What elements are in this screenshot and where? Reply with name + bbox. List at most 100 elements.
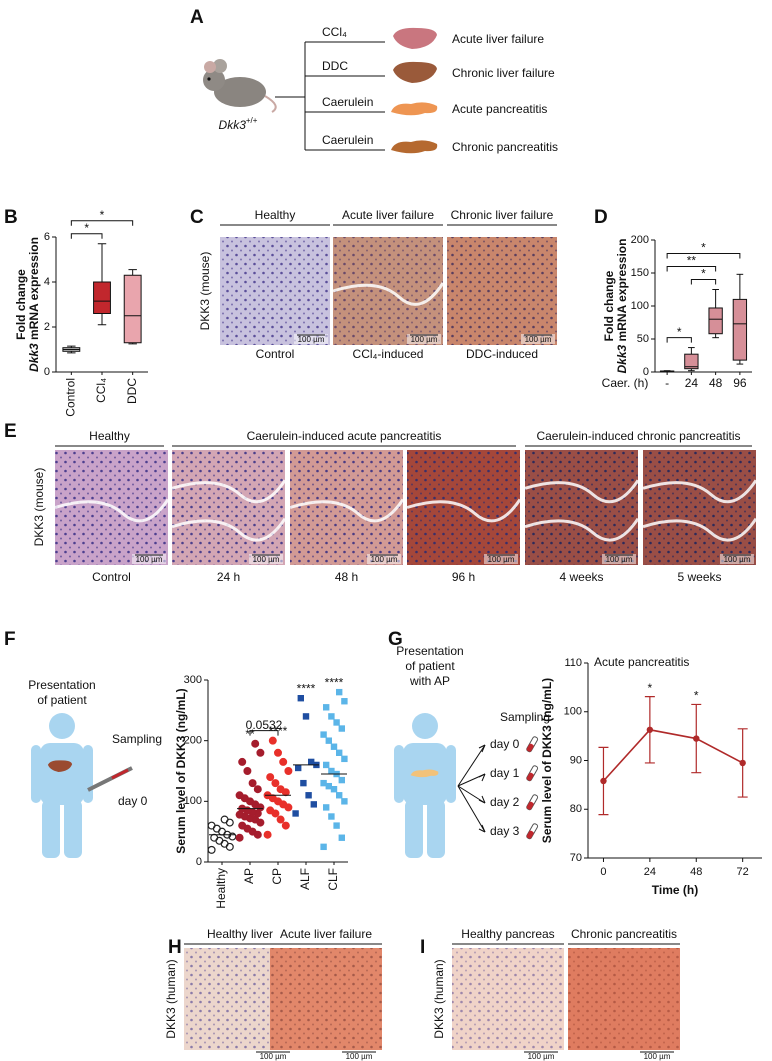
x-tick-label: 48 (709, 376, 723, 390)
series-line (602, 728, 744, 782)
point (302, 713, 310, 720)
point (341, 698, 348, 705)
scale-bg (521, 334, 555, 344)
sampling: Sampling (112, 732, 162, 746)
box (708, 307, 723, 335)
organ (410, 769, 439, 778)
person-leg (405, 800, 423, 858)
y-tick-label: 300 (184, 674, 202, 686)
point (279, 757, 288, 766)
y-tick-label: 70 (570, 852, 582, 864)
person-arm (83, 745, 93, 803)
point (310, 801, 317, 808)
organ-icon (391, 102, 438, 116)
y-tick-label: 100 (631, 300, 649, 312)
scale-label: 100 µm (724, 555, 751, 564)
point (295, 764, 302, 772)
sampling-day: day 1 (490, 766, 520, 780)
x-tick-label: 72 (737, 866, 749, 878)
point (235, 791, 244, 800)
histology-image (270, 948, 382, 1050)
point (323, 704, 330, 711)
point (207, 845, 216, 854)
tube-blood (526, 830, 534, 839)
y-tick-label: 0 (643, 366, 649, 378)
panel-letter: B (4, 207, 18, 228)
mouse-ear (213, 59, 227, 73)
point (251, 739, 260, 748)
point (320, 843, 327, 851)
arrow-head (478, 744, 486, 753)
point (336, 688, 343, 696)
x-tick-label: CLF (326, 868, 340, 891)
point (268, 736, 277, 745)
scale-label: 100 µm (253, 555, 280, 564)
caption: Control (256, 347, 295, 361)
point (238, 821, 247, 830)
histology-image (447, 237, 557, 345)
histology-image (568, 948, 680, 1050)
scale-bg (602, 554, 636, 564)
tree (275, 42, 306, 150)
tissue-gap (289, 498, 405, 523)
image-header: Chronic liver failure (451, 208, 554, 222)
schematic-text: Presentation (396, 644, 463, 658)
gene: Dkk3 (27, 343, 41, 372)
tube-blood (526, 801, 534, 810)
point (220, 815, 229, 824)
scale-label: 100 µm (136, 555, 163, 564)
axis-label: DKK3 (human) (164, 959, 178, 1038)
point (328, 767, 335, 775)
point (243, 766, 252, 775)
tissue-gap (171, 517, 287, 542)
point (207, 821, 216, 830)
histology-image (452, 948, 564, 1050)
schematic-text: with AP (409, 674, 450, 688)
tube-blood (526, 743, 534, 752)
significance-bracket (666, 266, 717, 272)
point (330, 786, 338, 793)
significance-bracket (690, 279, 717, 285)
person-head (412, 713, 438, 739)
scale-bg (407, 334, 441, 344)
organ-icon (391, 140, 438, 154)
image-header: Healthy (255, 208, 296, 222)
mouse-ear (204, 61, 216, 73)
treatment: Caerulein (322, 133, 373, 147)
panel-letter: D (594, 207, 608, 228)
point (693, 735, 700, 742)
mouse-body (214, 77, 266, 107)
image-header: Acute liver failure (280, 927, 372, 941)
person-head (49, 713, 75, 739)
scale-label: 100 µm (644, 1052, 671, 1061)
tissue-gap (524, 517, 640, 542)
point (600, 777, 607, 785)
caption: 48 h (335, 570, 358, 584)
y-tick-label: 90 (570, 754, 582, 766)
point (336, 749, 343, 756)
arrow (457, 785, 486, 804)
axis-label: Serum level of DKK3 (ng/mL) (540, 678, 554, 843)
point (320, 731, 327, 738)
tissue-gap (54, 498, 170, 523)
scale-label: 100 µm (371, 555, 398, 564)
significance: * (694, 689, 699, 703)
significance: * (677, 325, 682, 339)
y-tick-label: 2 (44, 321, 50, 333)
box (684, 353, 699, 370)
x-tick-label: CCl₄ (94, 378, 108, 403)
mouse-label: Dkk3+/+ (219, 116, 258, 132)
treatment: CCl₄ (322, 25, 347, 39)
histology-image (220, 237, 330, 345)
point (300, 779, 307, 787)
syringe-blood (111, 768, 129, 780)
x-tick-label: 48 (690, 866, 702, 878)
point (323, 804, 330, 811)
organ (47, 760, 73, 772)
point (325, 737, 332, 744)
outcome: Chronic liver failure (452, 66, 555, 80)
point (338, 776, 345, 784)
scale-label: 100 µm (488, 555, 515, 564)
y-tick-label: 150 (631, 267, 649, 279)
